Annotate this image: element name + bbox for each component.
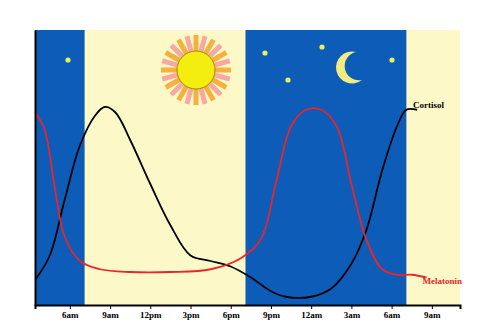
sun-ray [213, 75, 229, 79]
x-tick: 12pm [140, 305, 162, 320]
sun-ray [166, 79, 181, 88]
x-tick: 9am [102, 305, 119, 320]
x-tick-mark [70, 305, 71, 309]
star [319, 44, 324, 49]
series-label: Cortisol [413, 100, 444, 110]
sun-ray [201, 36, 205, 52]
decorations [65, 35, 394, 105]
sun-ray [213, 61, 229, 65]
star [389, 57, 394, 62]
x-tick: 9am [424, 305, 441, 320]
x-tick-label: 12am [301, 310, 323, 320]
plot-area [35, 30, 460, 305]
line [35, 108, 426, 277]
sun-ray [187, 87, 191, 103]
x-tick-mark [311, 305, 312, 309]
x-tick: 9pm [263, 305, 281, 320]
x-tick-label: 6pm [223, 310, 241, 320]
sun-ray [214, 68, 231, 73]
sun [161, 35, 231, 105]
sun-ray [162, 75, 178, 79]
x-tick-label: 6am [384, 310, 401, 320]
day-background [35, 30, 460, 305]
sun-ray [205, 86, 214, 101]
x-tick-mark [392, 305, 393, 309]
star [262, 50, 267, 55]
x-tick-mark [432, 305, 433, 309]
x-axis: 6am 9am 12pm 3pm 6pm 9pm 12am 3am 6am 9am [36, 305, 461, 320]
sun-ray [194, 88, 199, 105]
star [65, 57, 70, 62]
x-tick: 6am [62, 305, 79, 320]
x-tick-label: 12pm [140, 310, 162, 320]
x-tick-label: 9am [424, 310, 441, 320]
sun-ray [179, 40, 188, 55]
series-labels: Cortisol Melatonin [413, 100, 462, 286]
x-tick-mark [231, 305, 232, 309]
star [285, 77, 290, 82]
x-tick-label: 3am [344, 310, 361, 320]
night-band [35, 30, 85, 305]
sun-ray [161, 68, 178, 73]
sun-disc [177, 51, 215, 89]
series-lines [35, 107, 426, 298]
y-axis-line [35, 31, 37, 306]
x-tick-mark [271, 305, 272, 309]
x-tick: 6am [384, 305, 401, 320]
sun-ray [162, 61, 178, 65]
x-tick-label: 9pm [263, 310, 281, 320]
x-tick: 3am [344, 305, 361, 320]
sun-ray [187, 36, 191, 52]
y-axis [35, 31, 36, 306]
sun-ray [212, 53, 227, 62]
x-tick: 12am [301, 305, 323, 320]
x-tick-mark [150, 305, 151, 309]
line [35, 107, 417, 298]
sun-ray [194, 35, 199, 52]
x-tick-label: 6am [62, 310, 79, 320]
series-label: Melatonin [422, 276, 462, 286]
sun-ray [201, 87, 205, 103]
moon [336, 51, 362, 83]
x-tick: 3pm [183, 305, 201, 320]
x-tick-mark [191, 305, 192, 309]
x-tick-mark [110, 305, 111, 309]
x-tick-mark [351, 305, 352, 309]
x-tick: 6pm [223, 305, 241, 320]
x-tick-label: 9am [102, 310, 119, 320]
x-axis-line [36, 306, 461, 310]
x-tick-label: 3pm [183, 310, 201, 320]
chart: 6am 9am 12pm 3pm 6pm 9pm 12am 3am 6am 9am Cortisol… [0, 0, 490, 336]
